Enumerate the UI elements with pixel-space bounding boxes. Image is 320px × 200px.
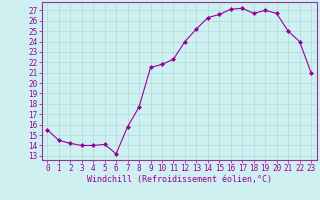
X-axis label: Windchill (Refroidissement éolien,°C): Windchill (Refroidissement éolien,°C) [87, 175, 272, 184]
